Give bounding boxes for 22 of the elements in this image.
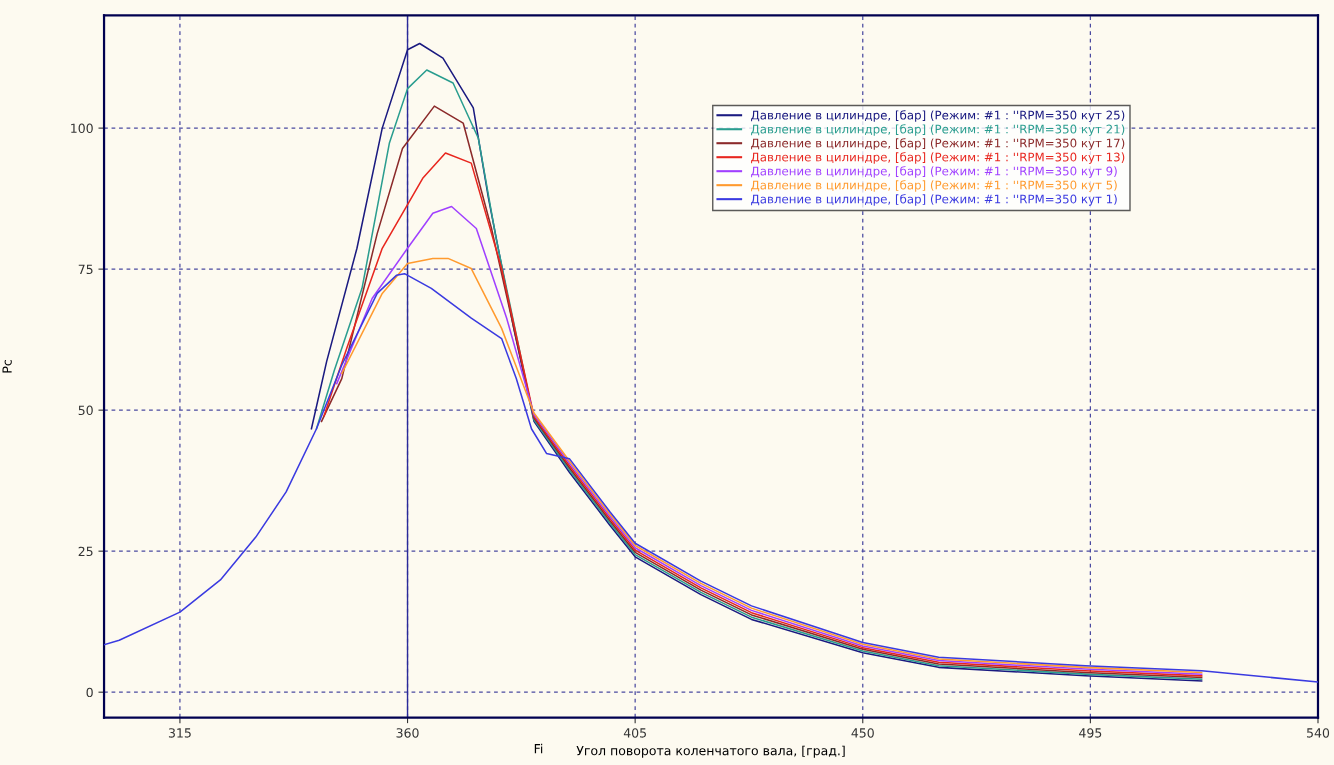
y-tick-label: 50 xyxy=(78,405,93,416)
x-tick-label: 495 xyxy=(1079,728,1102,738)
y-axis-title: Pc xyxy=(2,360,12,373)
y-tick-label: 0 xyxy=(86,687,93,698)
legend-label: Давление в цилиндре, [бар] (Режим: #1 : ''RPM=350 кут 5) xyxy=(751,180,1117,192)
x-tick-label: 540 xyxy=(1307,728,1330,738)
y-tick-label: 75 xyxy=(78,264,93,275)
legend-label: Давление в цилиндре, [бар] (Режим: #1 : ''RPM=350 кут 9) xyxy=(751,166,1117,178)
legend-label: Давление в цилиндре, [бар] (Режим: #1 : ''RPM=350 кут 13) xyxy=(751,152,1125,164)
legend-label: Давление в цилиндре, [бар] (Режим: #1 : ''RPM=350 кут 25) xyxy=(751,110,1125,122)
text: Fi xyxy=(534,743,543,754)
x-tick-label: 405 xyxy=(623,728,646,738)
legend-label: Давление в цилиндре, [бар] (Режим: #1 : ''RPM=350 кут 21) xyxy=(751,124,1125,136)
x-tick-label: 315 xyxy=(168,728,191,738)
y-tick-label: 25 xyxy=(78,546,93,557)
x-tick-label: 450 xyxy=(851,728,874,738)
legend-label: Давление в цилиндре, [бар] (Режим: #1 : ''RPM=350 кут 17) xyxy=(751,138,1125,150)
x-axis-title: Угол поворота коленчатого вала, [град.] xyxy=(576,745,845,758)
line-series xyxy=(104,272,1318,683)
x-tick-label: 360 xyxy=(396,728,419,738)
legend-label: Давление в цилиндре, [бар] (Режим: #1 : ''RPM=350 кут 1) xyxy=(751,194,1117,206)
y-tick-label: 100 xyxy=(71,123,93,134)
